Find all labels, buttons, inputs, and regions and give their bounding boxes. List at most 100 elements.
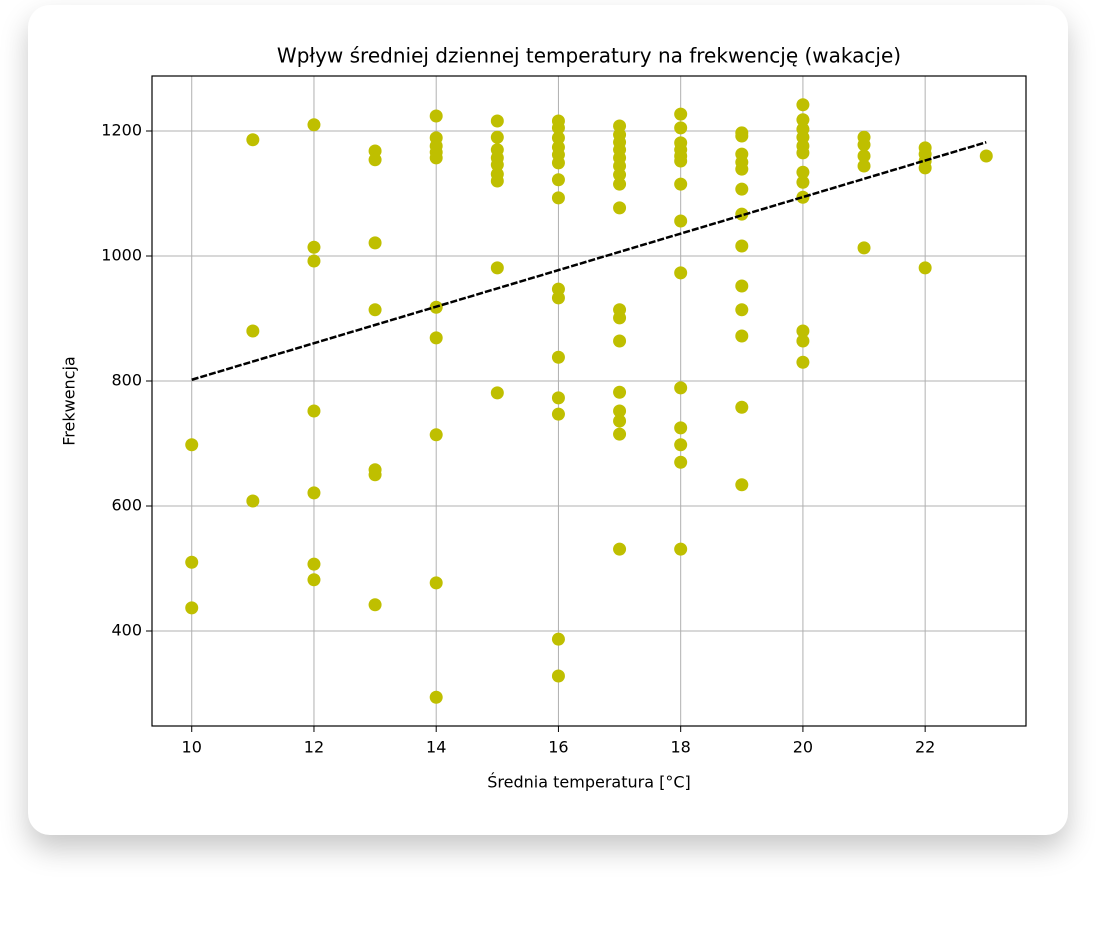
point <box>368 153 382 167</box>
point <box>490 386 504 400</box>
point <box>674 381 688 395</box>
point <box>368 598 382 612</box>
point <box>307 240 321 254</box>
y-tick-label: 1000 <box>101 246 142 265</box>
point <box>674 121 688 135</box>
point <box>551 350 565 364</box>
point <box>490 158 504 172</box>
point <box>185 555 199 569</box>
x-tick-label: 20 <box>793 738 813 757</box>
point <box>551 131 565 145</box>
point <box>735 182 749 196</box>
plot-frame <box>151 75 1027 727</box>
point <box>735 239 749 253</box>
point <box>490 114 504 128</box>
point <box>796 324 810 338</box>
y-axis-label: Frekwencja <box>60 356 79 446</box>
point <box>368 236 382 250</box>
x-tick-label: 22 <box>915 738 935 757</box>
point <box>674 177 688 191</box>
point <box>551 407 565 421</box>
point <box>674 438 688 452</box>
point <box>551 173 565 187</box>
point <box>918 261 932 275</box>
point <box>185 438 199 452</box>
point <box>490 174 504 188</box>
x-tick-label: 16 <box>548 738 568 757</box>
point <box>674 421 688 435</box>
point <box>551 391 565 405</box>
point <box>857 159 871 173</box>
point <box>735 129 749 143</box>
point <box>551 191 565 205</box>
point <box>735 303 749 317</box>
y-tick-label: 400 <box>111 621 142 640</box>
point <box>490 261 504 275</box>
x-tick-label: 14 <box>426 738 446 757</box>
point <box>429 151 443 165</box>
point <box>613 201 627 215</box>
y-tick-label: 800 <box>111 371 142 390</box>
point <box>735 400 749 414</box>
x-tick-label: 12 <box>304 738 324 757</box>
point <box>368 303 382 317</box>
point <box>429 690 443 704</box>
point <box>307 573 321 587</box>
point <box>613 414 627 428</box>
chart-title: Wpływ średniej dziennej temperatury na f… <box>277 44 901 68</box>
trend-line <box>191 141 987 381</box>
point <box>368 468 382 482</box>
point <box>735 478 749 492</box>
point <box>613 542 627 556</box>
y-tick-label: 600 <box>111 496 142 515</box>
point <box>613 385 627 399</box>
point <box>613 177 627 191</box>
point <box>918 161 932 175</box>
point <box>551 632 565 646</box>
point <box>551 156 565 170</box>
x-axis-label: Średnia temperatura [°C] <box>487 773 690 792</box>
y-tick-label: 1200 <box>101 121 142 140</box>
point <box>613 168 627 182</box>
point <box>429 109 443 123</box>
point <box>674 266 688 280</box>
point <box>796 355 810 369</box>
point <box>735 329 749 343</box>
point <box>307 404 321 418</box>
point <box>857 241 871 255</box>
point <box>185 601 199 615</box>
point <box>735 279 749 293</box>
point <box>796 146 810 160</box>
point <box>674 107 688 121</box>
x-tick-label: 10 <box>182 738 202 757</box>
point <box>857 138 871 152</box>
point <box>796 190 810 204</box>
point <box>551 121 565 135</box>
point <box>429 576 443 590</box>
point <box>490 130 504 144</box>
point <box>674 214 688 228</box>
point <box>735 162 749 176</box>
point <box>246 494 260 508</box>
point <box>796 334 810 348</box>
point <box>674 154 688 168</box>
point <box>307 118 321 132</box>
point <box>551 669 565 683</box>
point <box>246 133 260 147</box>
card <box>28 5 1068 835</box>
point <box>246 324 260 338</box>
point <box>979 149 993 163</box>
point <box>796 113 810 127</box>
point <box>796 98 810 112</box>
point <box>307 486 321 500</box>
point <box>307 557 321 571</box>
point <box>674 455 688 469</box>
point <box>796 165 810 179</box>
point <box>613 427 627 441</box>
point <box>613 311 627 325</box>
point <box>796 175 810 189</box>
x-tick-label: 18 <box>670 738 690 757</box>
point <box>613 334 627 348</box>
